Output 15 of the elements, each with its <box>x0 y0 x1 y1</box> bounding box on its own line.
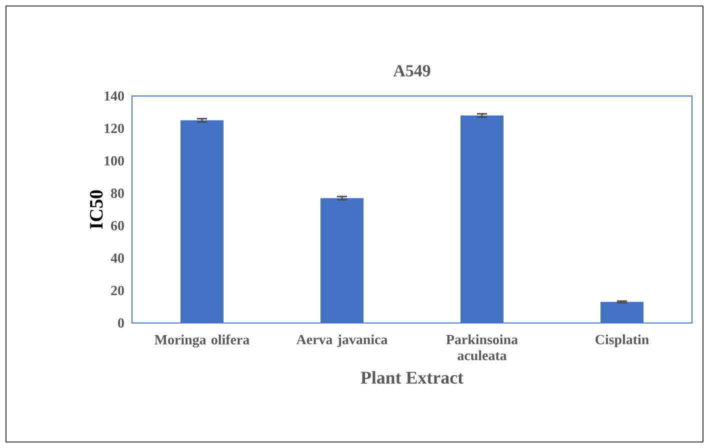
y-tick-label: 0 <box>118 318 124 328</box>
y-tick-label: 140 <box>104 91 124 101</box>
chart-title: A549 <box>393 65 430 76</box>
x-tick-label: Moringa olifera <box>154 334 250 348</box>
y-tick-label: 100 <box>104 156 124 166</box>
x-axis-title: Plant Extract <box>360 371 464 384</box>
x-tick-label: Parkinsoina aculeata <box>446 334 518 360</box>
y-tick-label: 60 <box>111 220 124 230</box>
y-axis-title: IC50 <box>90 190 103 229</box>
y-tick-label: 20 <box>111 286 124 296</box>
y-tick-label: 120 <box>104 124 124 134</box>
x-tick-label: Cisplatin <box>596 334 649 348</box>
y-tick-label: 80 <box>111 188 124 198</box>
x-tick-label: Aerva javanica <box>296 334 388 348</box>
y-tick-label: 40 <box>110 253 124 263</box>
